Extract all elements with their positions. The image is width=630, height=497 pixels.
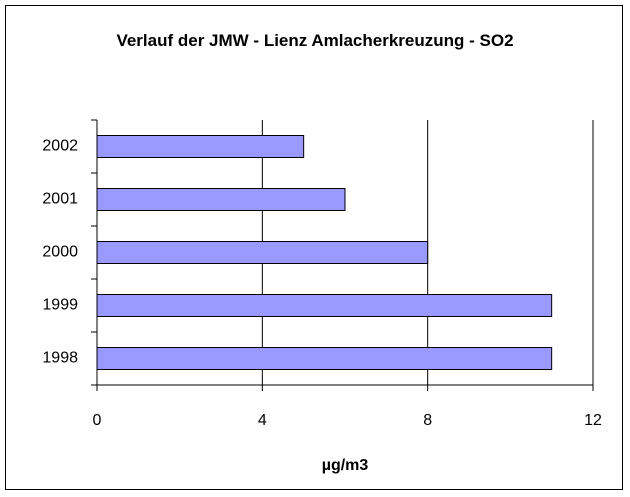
bar (96, 135, 305, 158)
x-tick-label: 8 (423, 412, 432, 429)
y-tick-label: 2001 (42, 191, 78, 208)
y-tick-label: 1998 (42, 350, 78, 367)
x-tick-label: 4 (258, 412, 267, 429)
bar (96, 241, 429, 264)
x-tick-label: 12 (584, 412, 602, 429)
x-tick-label: 0 (93, 412, 102, 429)
x-axis-label: µg/m3 (322, 457, 369, 474)
y-tick-label: 2000 (42, 244, 78, 261)
bar (96, 188, 346, 211)
chart-frame (5, 5, 623, 490)
chart-title: Verlauf der JMW - Lienz Amlacherkreuzung… (116, 31, 514, 50)
y-tick-label: 2002 (42, 138, 78, 155)
bar (96, 294, 553, 317)
bar (96, 347, 553, 370)
y-tick-label: 1999 (42, 297, 78, 314)
